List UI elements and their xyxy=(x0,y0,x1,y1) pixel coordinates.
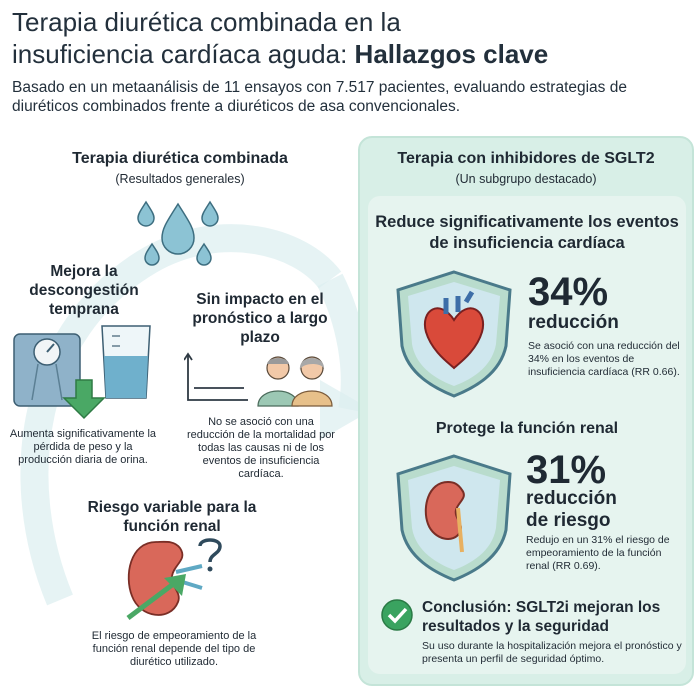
decongestion-text: Aumenta significativamente la pérdida de… xyxy=(9,428,157,466)
hf-percent-label: reducción xyxy=(528,312,619,333)
beaker-icon xyxy=(101,325,151,399)
hf-reduction-title: Reduce significativamente los eventos de… xyxy=(375,213,679,252)
renal-risk-title: Riesgo variable para la función renal xyxy=(87,499,257,535)
hf-percent: 34% xyxy=(528,270,609,314)
left-section-subtitle: (Resultados generales) xyxy=(115,172,245,186)
page-subtitle: Basado en un metaanálisis de 11 ensayos … xyxy=(12,79,627,115)
right-section-title: Terapia con inhibidores de SGLT2 xyxy=(397,150,655,167)
title-line-2-bold: Hallazgos clave xyxy=(354,39,549,69)
renal-risk-text: El riesgo de empeoramiento de la función… xyxy=(91,630,257,668)
hf-reduction-text: Se asoció con una reducción del 34% en l… xyxy=(528,340,680,378)
renal-protection-text: Redujo en un 31% el riesgo de empeoramie… xyxy=(526,534,670,572)
left-section-title: Terapia diurética combinada xyxy=(72,150,288,167)
down-arrow-icon xyxy=(62,379,106,420)
prognosis-text: No se asoció con una reducción de la mor… xyxy=(187,416,335,480)
title-line-2-regular: insuficiencia cardíaca aguda: xyxy=(12,39,355,69)
kidney-icon xyxy=(127,540,203,616)
conclusion-text: Su uso durante la hospitalización mejora… xyxy=(422,640,682,665)
water-drops-icon xyxy=(137,200,219,266)
sglt2-inner-panel xyxy=(368,196,686,674)
scale-icon xyxy=(13,333,81,407)
chart-icon xyxy=(184,352,248,401)
checkmark-icon xyxy=(381,599,413,631)
title-line-1: Terapia diurética combinada en la xyxy=(12,7,401,37)
heart-shield-icon xyxy=(396,270,512,398)
decongestion-title: Mejora la descongestión temprana xyxy=(29,263,139,318)
renal-percent: 31% xyxy=(526,448,607,492)
renal-percent-label: reducción de riesgo xyxy=(526,488,617,531)
title-line-2: insuficiencia cardíaca aguda: Hallazgos … xyxy=(12,38,692,70)
kidney-shield-icon xyxy=(396,454,512,582)
conclusion-title: Conclusión: SGLT2i mejoran los resultado… xyxy=(422,599,661,635)
prognosis-title: Sin impacto en el pronóstico a largo pla… xyxy=(192,291,328,346)
question-icon xyxy=(198,538,222,572)
renal-protection-title: Protege la función renal xyxy=(435,420,619,437)
trend-arrow-icon xyxy=(126,574,186,620)
page-title: Terapia diurética combinada en la insufi… xyxy=(12,6,692,70)
background-arc xyxy=(20,224,372,606)
people-icon xyxy=(257,356,333,407)
right-section-subtitle: (Un subgrupo destacado) xyxy=(455,172,597,186)
